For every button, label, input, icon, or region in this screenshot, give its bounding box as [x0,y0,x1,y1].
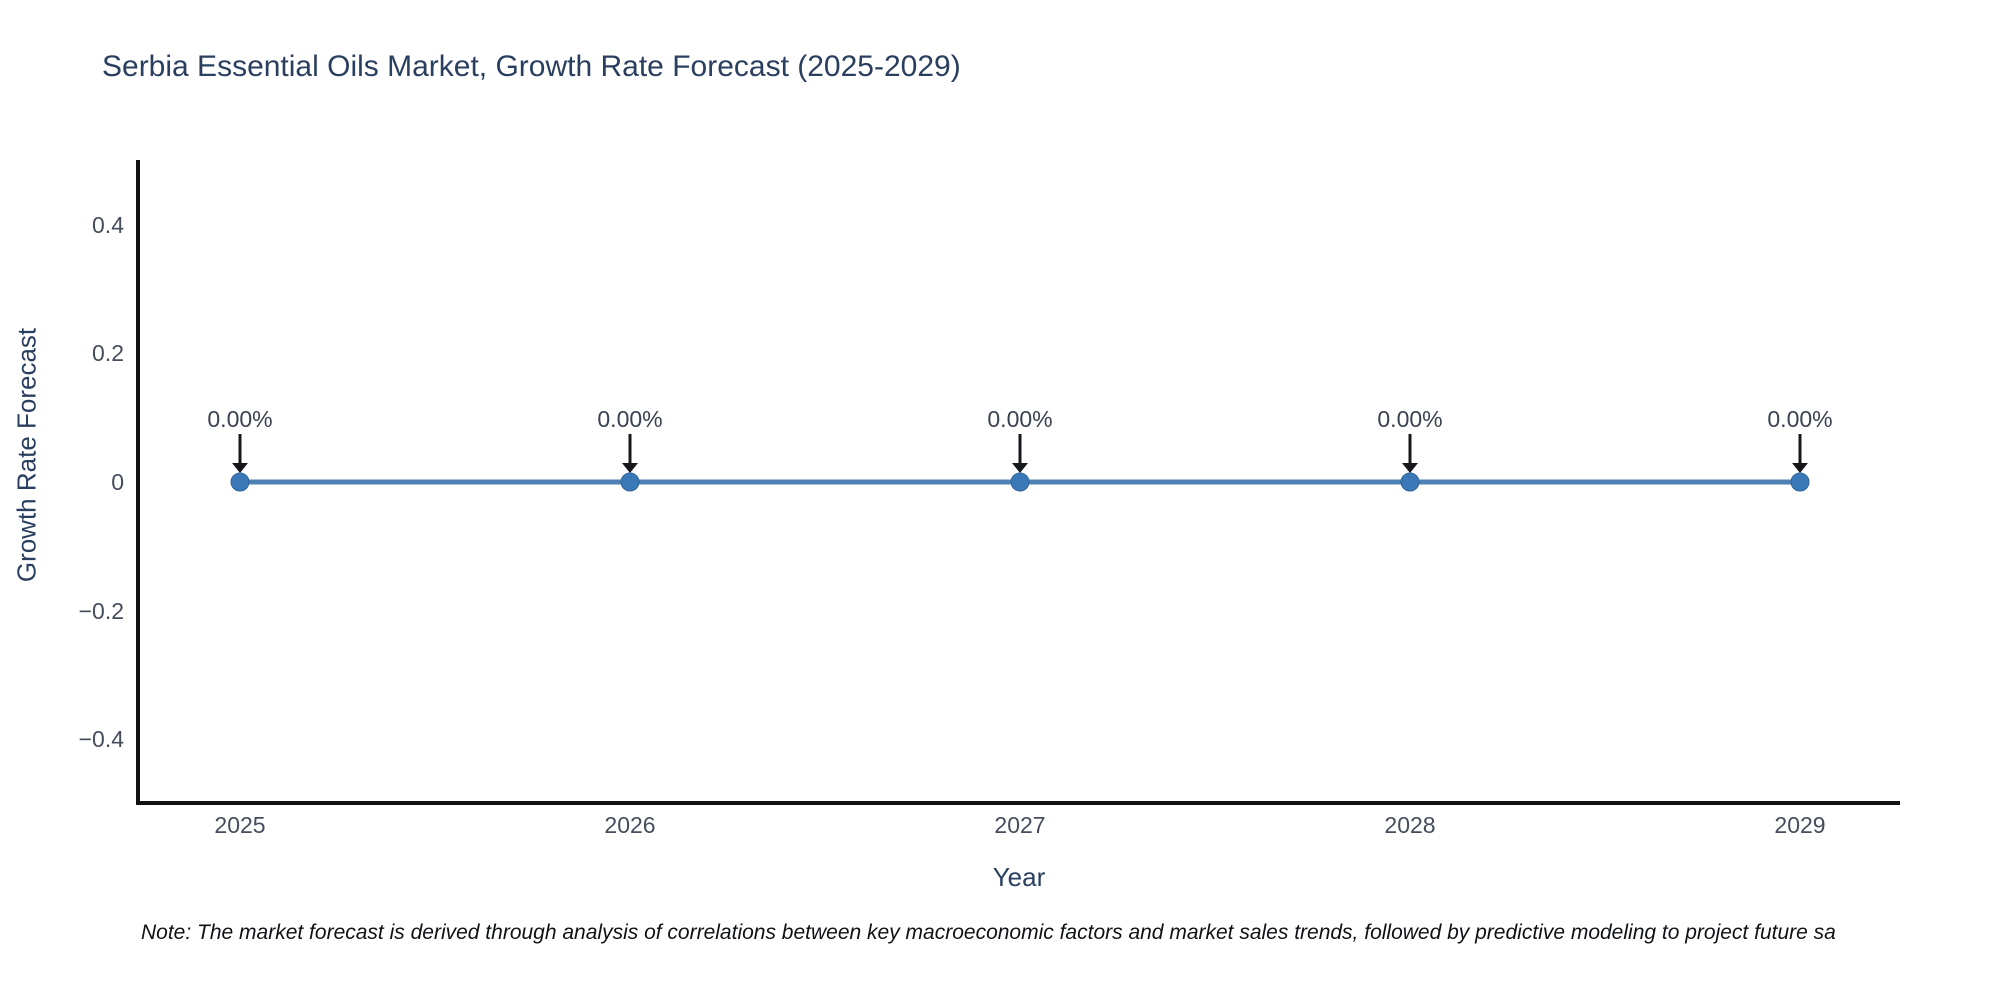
x-axis-title: Year [992,862,1046,892]
x-tick-label: 2028 [1384,812,1436,838]
y-tick-label: −0.2 [78,597,124,624]
point-annotation-label: 0.00% [987,406,1053,432]
annotation-arrow-head [622,463,638,473]
annotation-arrow-head [1792,463,1808,473]
point-annotation-label: 0.00% [207,406,273,432]
point-annotation-label: 0.00% [1377,406,1443,432]
y-tick-label: −0.4 [78,726,124,753]
y-tick-label: 0.2 [92,340,124,367]
data-point-2028 [1400,472,1420,492]
point-annotation-label: 0.00% [597,406,663,432]
data-point-2029 [1790,472,1810,492]
x-tick-label: 2027 [994,812,1046,838]
x-tick-label: 2026 [604,812,656,838]
annotation-arrow-head [232,463,248,473]
y-tick-label: 0.4 [92,211,124,238]
annotation-arrow-head [1402,463,1418,473]
x-tick-label: 2025 [214,812,266,838]
chart-footnote: Note: The market forecast is derived thr… [141,921,1836,944]
point-annotation-label: 0.00% [1767,406,1833,432]
y-tick-label: 0 [111,469,124,495]
data-point-2025 [230,472,250,492]
data-point-2026 [620,472,640,492]
data-point-2027 [1010,472,1030,492]
annotation-arrow-head [1012,463,1028,473]
x-tick-label: 2029 [1774,812,1826,838]
chart-title: Serbia Essential Oils Market, Growth Rat… [102,50,961,83]
